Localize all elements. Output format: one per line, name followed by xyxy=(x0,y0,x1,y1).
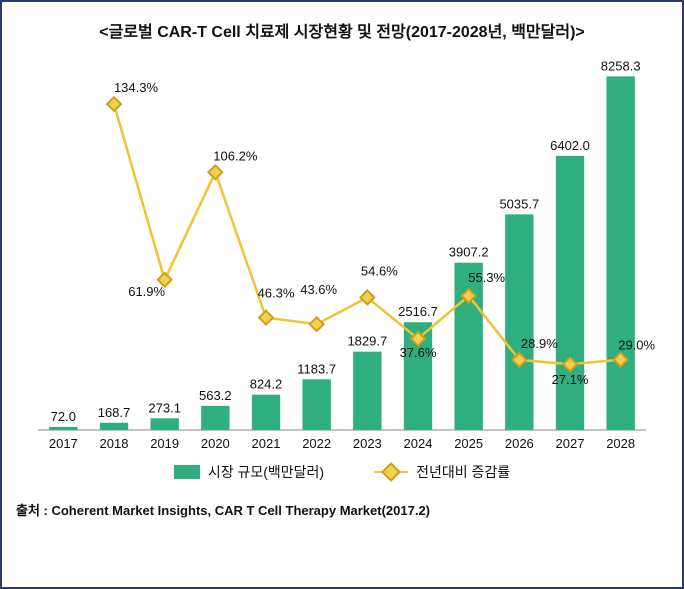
legend-item-line: 전년대비 증감률 xyxy=(374,462,510,482)
growth-value-label: 106.2% xyxy=(213,148,258,163)
bar xyxy=(505,214,533,430)
bar-value-label: 1829.7 xyxy=(347,334,387,349)
growth-marker xyxy=(310,317,324,331)
source-label: 출처 : Coherent Market Insights, CAR T Cel… xyxy=(16,500,668,519)
bar-value-label: 8258.3 xyxy=(601,58,641,73)
growth-value-label: 61.9% xyxy=(128,284,165,299)
x-tick-label: 2021 xyxy=(252,436,281,451)
bar xyxy=(49,427,77,430)
bar-value-label: 5035.7 xyxy=(499,196,539,211)
x-tick-label: 2024 xyxy=(404,436,433,451)
growth-value-label: 134.3% xyxy=(114,80,159,95)
x-tick-label: 2019 xyxy=(150,436,179,451)
growth-value-label: 28.9% xyxy=(521,336,558,351)
bar-value-label: 824.2 xyxy=(250,377,283,392)
legend-item-bar: 시장 규모(백만달러) xyxy=(174,462,324,482)
x-tick-label: 2027 xyxy=(556,436,585,451)
chart-title: <글로벌 CAR-T Cell 치료제 시장현황 및 전망(2017-2028년… xyxy=(16,18,668,42)
x-tick-label: 2022 xyxy=(302,436,331,451)
bar-value-label: 2516.7 xyxy=(398,304,438,319)
chart-container: <글로벌 CAR-T Cell 치료제 시장현황 및 전망(2017-2028년… xyxy=(0,0,684,589)
chart-legend: 시장 규모(백만달러) 전년대비 증감률 xyxy=(16,462,668,482)
bar-value-label: 6402.0 xyxy=(550,138,590,153)
line-swatch-icon xyxy=(374,465,408,479)
x-tick-label: 2028 xyxy=(606,436,635,451)
growth-value-label: 46.3% xyxy=(258,286,295,301)
bar xyxy=(100,423,128,430)
growth-value-label: 54.6% xyxy=(361,264,398,279)
bar xyxy=(252,395,280,430)
legend-line-label: 전년대비 증감률 xyxy=(416,462,510,482)
bar-value-label: 1183.7 xyxy=(297,361,336,376)
x-tick-label: 2023 xyxy=(353,436,382,451)
growth-value-label: 27.1% xyxy=(552,372,589,387)
bar xyxy=(201,406,229,430)
combo-chart: 72.0 168.7 273.1 563.2 824.2 1183.7 1829.7 2516… xyxy=(24,56,660,456)
legend-bar-label: 시장 규모(백만달러) xyxy=(208,462,324,482)
bar-value-label: 72.0 xyxy=(51,409,76,424)
growth-marker xyxy=(259,311,273,325)
growth-value-label: 55.3% xyxy=(468,270,505,285)
growth-value-label: 29.0% xyxy=(618,338,655,353)
bar xyxy=(353,352,381,430)
growth-value-label: 37.6% xyxy=(400,345,437,360)
x-tick-label: 2025 xyxy=(454,436,483,451)
x-tick-label: 2017 xyxy=(49,436,78,451)
growth-line xyxy=(114,104,621,364)
bar-value-label: 168.7 xyxy=(98,405,131,420)
bar-value-label: 563.2 xyxy=(199,388,232,403)
x-tick-label: 2020 xyxy=(201,436,230,451)
growth-value-label: 43.6% xyxy=(300,282,337,297)
bar xyxy=(302,379,330,430)
bar xyxy=(150,418,178,430)
x-tick-label: 2018 xyxy=(100,436,129,451)
bar-swatch-icon xyxy=(174,465,200,479)
bar-value-label: 273.1 xyxy=(148,400,181,415)
growth-marker xyxy=(208,165,222,179)
growth-marker xyxy=(107,97,121,111)
bar-value-label: 3907.2 xyxy=(449,245,489,260)
bar xyxy=(556,156,584,430)
x-tick-label: 2026 xyxy=(505,436,534,451)
bar xyxy=(606,76,634,430)
